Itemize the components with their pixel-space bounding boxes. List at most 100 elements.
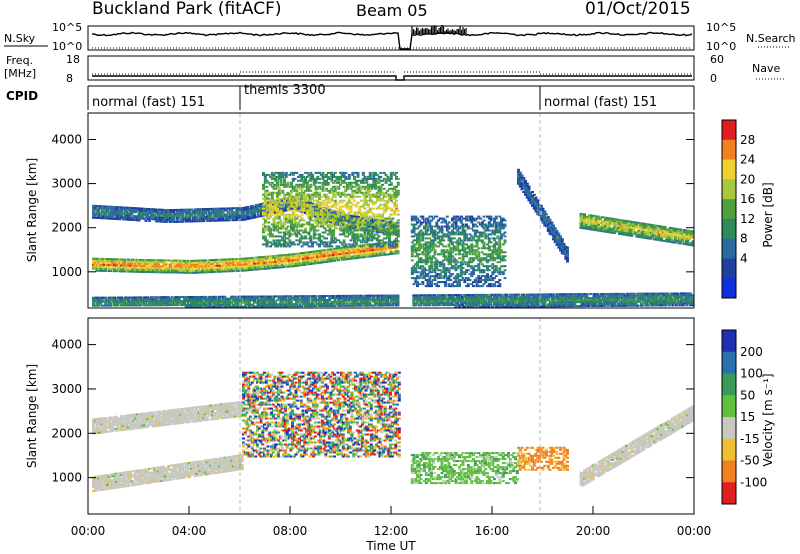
data-cell bbox=[377, 229, 381, 232]
data-cell bbox=[230, 258, 234, 261]
data-cell bbox=[480, 257, 484, 260]
data-cell bbox=[167, 265, 171, 268]
data-cell bbox=[251, 210, 255, 213]
data-cell bbox=[109, 270, 113, 273]
data-cell bbox=[377, 213, 381, 216]
data-cell bbox=[277, 260, 281, 263]
data-cell bbox=[340, 246, 344, 249]
data-cell bbox=[500, 227, 503, 230]
data-cell bbox=[347, 183, 351, 186]
data-cell bbox=[247, 263, 251, 266]
data-cell bbox=[581, 227, 585, 230]
data-cell bbox=[367, 205, 370, 208]
data-cell bbox=[310, 262, 314, 265]
data-cell bbox=[419, 265, 423, 268]
data-cell bbox=[493, 257, 496, 260]
data-cell bbox=[365, 215, 369, 218]
data-cell bbox=[172, 263, 176, 266]
cpid-panel: CPID normal (fast) 151 themis 3300 norma… bbox=[6, 83, 695, 110]
data-cell bbox=[370, 193, 374, 196]
data-cell bbox=[307, 199, 311, 202]
data-cell bbox=[202, 261, 206, 264]
data-cell bbox=[95, 267, 99, 270]
data-cell bbox=[430, 239, 433, 242]
data-cell bbox=[538, 214, 541, 217]
data-cell bbox=[419, 275, 423, 278]
data-cell bbox=[256, 213, 260, 216]
data-cell bbox=[374, 233, 377, 236]
data-cell bbox=[104, 211, 108, 214]
data-cell bbox=[197, 214, 200, 217]
data-cell bbox=[381, 229, 384, 232]
data-cell bbox=[458, 275, 461, 278]
data-cell bbox=[358, 211, 362, 214]
data-cell bbox=[531, 191, 534, 193]
data-cell bbox=[456, 249, 460, 252]
data-cell bbox=[309, 229, 313, 232]
data-cell bbox=[158, 259, 162, 262]
data-cell bbox=[337, 259, 340, 262]
data-cell bbox=[368, 223, 372, 226]
data-cell bbox=[330, 211, 333, 214]
data-cell bbox=[468, 245, 472, 248]
data-cell bbox=[396, 250, 400, 253]
data-cell bbox=[300, 245, 304, 248]
data-cell bbox=[318, 195, 321, 198]
data-cell bbox=[332, 181, 335, 184]
data-cell bbox=[416, 235, 419, 238]
data-cell bbox=[107, 217, 111, 220]
data-cell bbox=[417, 283, 421, 286]
data-cell bbox=[139, 215, 143, 218]
data-cell bbox=[179, 210, 183, 213]
freq-tick-top: 18 bbox=[66, 53, 80, 66]
data-cell bbox=[386, 247, 389, 250]
data-cell bbox=[235, 215, 239, 218]
data-cell bbox=[284, 207, 288, 210]
data-cell bbox=[118, 258, 122, 261]
data-cell bbox=[298, 195, 302, 198]
data-cell bbox=[480, 223, 484, 226]
data-cell bbox=[555, 239, 559, 242]
data-cell bbox=[342, 221, 346, 224]
data-cell bbox=[198, 210, 202, 213]
data-cell bbox=[361, 203, 365, 206]
data-cell bbox=[470, 273, 474, 276]
data-cell bbox=[330, 229, 334, 232]
data-cell bbox=[442, 249, 446, 252]
data-cell bbox=[216, 266, 220, 269]
data-cell bbox=[363, 250, 367, 253]
data-cell bbox=[174, 259, 178, 262]
data-cell bbox=[354, 181, 358, 184]
data-cell bbox=[465, 277, 468, 280]
data-cell bbox=[332, 239, 335, 242]
data-cell bbox=[295, 191, 299, 194]
data-cell bbox=[211, 261, 214, 264]
data-cell bbox=[263, 235, 267, 238]
data-cell bbox=[204, 259, 207, 262]
data-cell bbox=[451, 219, 454, 222]
data-cell bbox=[214, 215, 218, 218]
data-cell bbox=[127, 264, 130, 267]
data-cell bbox=[330, 219, 334, 222]
data-cell bbox=[251, 204, 255, 207]
data-cell bbox=[584, 217, 588, 220]
data-cell bbox=[368, 175, 372, 178]
data-cell bbox=[200, 261, 204, 264]
data-cell bbox=[297, 179, 300, 182]
data-cell bbox=[324, 260, 328, 263]
data-cell bbox=[270, 233, 274, 236]
data-cell bbox=[314, 209, 318, 212]
data-cell bbox=[214, 258, 218, 261]
data-cell bbox=[188, 214, 192, 217]
data-cell bbox=[176, 265, 179, 268]
data-cell bbox=[233, 264, 237, 266]
data-cell bbox=[367, 239, 370, 242]
data-cell bbox=[100, 267, 104, 270]
data-cell bbox=[447, 259, 451, 262]
data-cell bbox=[289, 208, 293, 211]
data-cell bbox=[353, 241, 356, 244]
data-cell bbox=[260, 266, 263, 268]
data-cell bbox=[555, 241, 559, 244]
data-cell bbox=[307, 189, 311, 192]
data-cell bbox=[424, 273, 428, 276]
